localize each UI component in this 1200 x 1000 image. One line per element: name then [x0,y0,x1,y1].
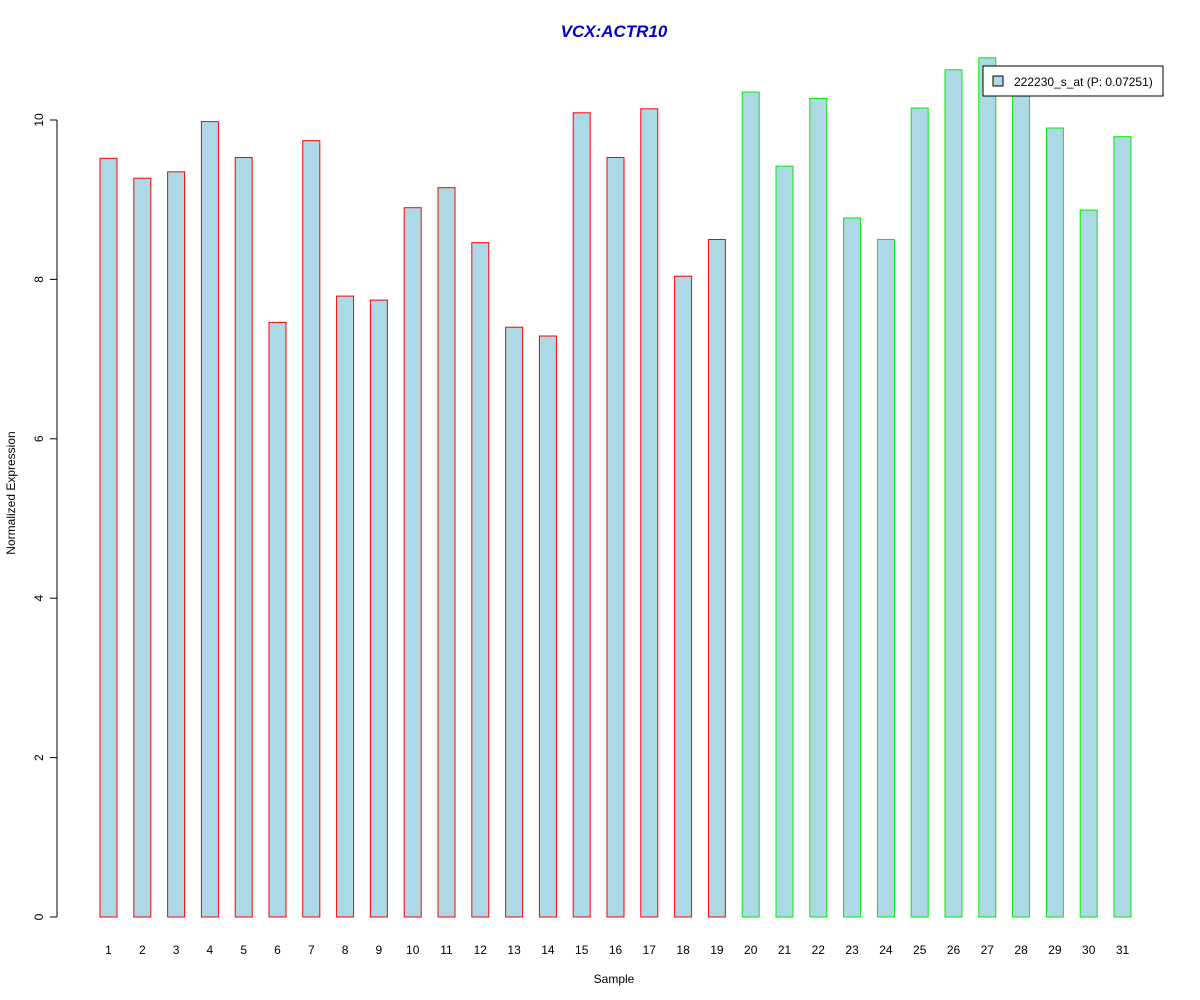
bar-sample-11 [437,187,456,918]
bar-sample-29 [1045,127,1064,918]
x-tick-label: 22 [812,943,826,957]
y-axis-label: Normalized Expression [4,431,18,554]
x-tick-label: 25 [913,943,927,957]
bar-sample-1 [99,157,118,918]
bar-sample-28 [1012,90,1031,918]
x-tick-label: 8 [342,943,349,957]
y-tick-label: 6 [32,435,46,442]
x-tick-label: 6 [274,943,281,957]
x-tick-label: 15 [575,943,589,957]
x-tick-label: 16 [609,943,623,957]
bar-sample-17 [640,108,659,918]
x-tick-label: 17 [643,943,657,957]
x-tick-label: 1 [105,943,112,957]
x-tick-label: 10 [406,943,420,957]
x-tick-label: 18 [676,943,690,957]
x-tick-label: 4 [207,943,214,957]
x-tick-label: 2 [139,943,146,957]
x-tick-label: 14 [541,943,555,957]
bar-sample-15 [572,112,591,918]
x-tick-label: 27 [981,943,995,957]
legend-box [982,65,1164,97]
x-tick-labels: 1 2 3 4 5 6 7 8 9 10 11 12 13 14 15 16 17 18 19 20 21 22 23 24 2… [105,943,1129,957]
x-tick-label: 28 [1014,943,1028,957]
x-tick-label: 20 [744,943,758,957]
legend-label: 222230_s_at (P: 0.07251) [1014,75,1153,89]
bar-sample-8 [336,295,355,918]
bar-sample-9 [369,299,388,918]
bar-sample-5 [234,157,253,918]
y-axis: 0 2 4 6 8 10 [32,113,58,920]
y-tick-label: 4 [32,595,46,602]
x-tick-label: 21 [778,943,792,957]
y-tick-label: 10 [32,113,46,127]
y-tick-label: 0 [32,913,46,920]
bar-sample-10 [403,207,422,918]
bar-sample-24 [876,239,895,918]
bar-sample-12 [471,242,490,918]
bars-group [99,57,1132,918]
bar-sample-25 [910,107,929,918]
x-tick-label: 12 [474,943,488,957]
bar-sample-3 [167,171,186,918]
bar-sample-6 [268,321,287,918]
x-tick-label: 11 [440,943,453,957]
x-tick-label: 30 [1082,943,1096,957]
bar-sample-22 [809,98,828,918]
bar-sample-7 [302,140,321,918]
bar-sample-31 [1113,136,1132,918]
bar-sample-2 [133,177,152,918]
x-tick-label: 24 [879,943,893,957]
x-tick-label: 13 [507,943,521,957]
x-tick-label: 5 [240,943,247,957]
bar-sample-20 [741,91,760,918]
y-tick-label: 2 [32,754,46,761]
bar-sample-27 [978,57,997,918]
bar-sample-16 [606,157,625,918]
x-tick-label: 7 [308,943,315,957]
bar-sample-23 [843,217,862,918]
chart-title: VCX:ACTR10 [561,22,668,41]
legend-swatch [992,75,1004,87]
x-tick-label: 19 [710,943,724,957]
x-tick-label: 3 [173,943,180,957]
bar-sample-26 [944,69,963,918]
x-tick-label: 23 [845,943,859,957]
bar-sample-21 [775,165,794,918]
legend: 222230_s_at (P: 0.07251) [982,65,1164,97]
bar-sample-13 [505,326,524,918]
bar-sample-18 [674,275,693,918]
y-tick-label: 8 [32,276,46,283]
x-tick-label: 9 [376,943,383,957]
bar-sample-4 [200,121,219,918]
bar-sample-30 [1079,209,1098,918]
x-axis-label: Sample [594,972,635,986]
x-tick-label: 31 [1116,943,1130,957]
bar-sample-14 [538,335,557,918]
x-tick-label: 29 [1048,943,1062,957]
x-tick-label: 26 [947,943,961,957]
bar-sample-19 [707,239,726,918]
